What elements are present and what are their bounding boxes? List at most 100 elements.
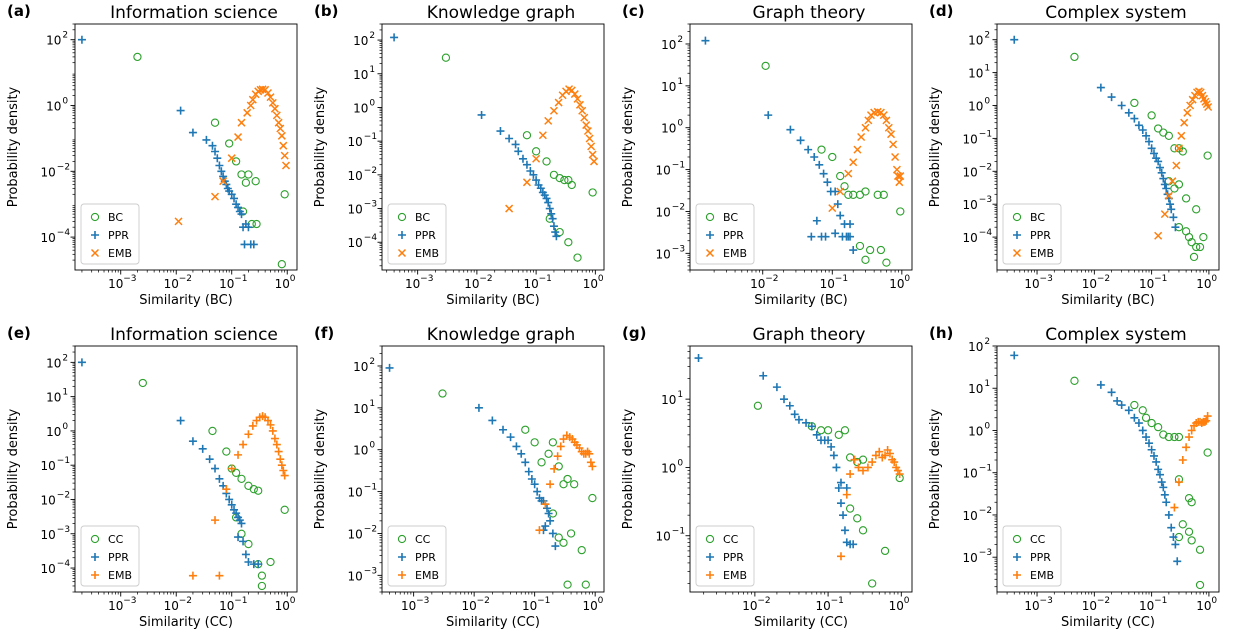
data-point-bc [1164,131,1174,140]
data-point-emb [215,571,224,580]
plot-frame [381,23,605,271]
data-point-emb [861,123,870,132]
y-tick-label: 10 [661,393,676,407]
x-tick-label: 10 [1139,277,1154,291]
y-tick-label: 10 [41,562,56,576]
data-point-cc [566,529,576,538]
data-point-emb [891,152,900,162]
data-point-ppr [815,160,824,169]
data-point-ppr [1142,433,1151,442]
data-point-ppr [1160,180,1169,189]
y-tick-exponent: −1 [979,464,992,474]
data-point-ppr [1167,523,1176,532]
y-tick-label: 10 [968,34,983,48]
data-point-bc [861,187,870,196]
data-point-ppr [505,134,514,143]
data-point-cc [1170,432,1179,442]
x-tick-exponent: −1 [1154,274,1167,284]
legend-marker [1012,212,1022,222]
y-tick-exponent: −2 [979,506,992,516]
panel-label: (f) [314,324,334,342]
data-point-emb [578,106,587,115]
data-point-emb [1187,426,1196,435]
y-tick-exponent: 2 [984,337,990,347]
data-point-ppr [701,36,710,45]
data-point-emb [1180,118,1189,127]
x-tick-exponent: −3 [1040,596,1053,606]
x-tick-exponent: −1 [1154,596,1167,606]
y-tick-exponent: −1 [57,456,70,466]
data-point-cc [1070,376,1079,385]
x-tick-exponent: 0 [1211,274,1217,284]
data-point-emb [836,187,845,196]
data-point-ppr [527,474,536,483]
data-point-emb [266,93,275,102]
data-point-bc [277,260,286,269]
data-point-bc [1070,52,1079,62]
data-point-ppr [1155,163,1164,172]
y-tick-label: 10 [46,425,61,439]
x-tick-exponent: 0 [290,274,296,284]
legend-marker [705,212,715,222]
chart-title: Complex system [1045,325,1186,345]
legend-marker [706,231,714,239]
y-tick-exponent: −2 [979,162,992,172]
data-point-emb [893,172,903,181]
data-point-ppr [1173,557,1182,566]
data-point-emb [836,552,845,561]
x-tick-label: 10 [164,599,179,613]
data-point-ppr [499,425,508,434]
legend-marker [1012,248,1022,258]
data-point-cc [530,438,539,447]
legend-marker [1012,534,1022,544]
data-point-bc [1192,242,1201,252]
x-axis-label: Similarity (CC) [1061,615,1155,630]
data-point-ppr [225,495,234,504]
data-point-emb [842,490,851,499]
data-point-emb [863,463,872,472]
data-point-ppr [839,511,848,520]
data-point-emb [589,157,599,166]
data-point-ppr [1149,149,1158,158]
data-point-ppr [232,509,241,518]
y-tick-exponent: 0 [62,96,68,106]
y-tick-label: 10 [968,99,983,113]
data-point-ppr [211,147,220,156]
legend-label: PPR [723,229,744,242]
y-tick-label: 10 [963,551,978,565]
data-point-ppr [836,499,845,508]
data-point-cc [257,571,267,580]
data-point-ppr [804,145,813,154]
data-point-emb [895,178,904,187]
legend-box [695,203,755,265]
data-point-cc [1147,418,1156,428]
legend-marker [397,212,407,222]
legend-label: PPR [415,229,436,242]
y-tick-label: 10 [656,164,671,178]
data-point-ppr [530,480,539,489]
data-point-ppr [1162,184,1171,193]
data-point-ppr [77,35,86,44]
data-point-ppr [188,437,197,446]
chart-panel-4: Complex system(d)10 −3 10 −2 10 −1 10 010 −410 −3… [928,2,1220,308]
y-tick-exponent: −3 [57,525,70,535]
y-tick-label: 10 [963,198,978,212]
data-point-ppr [536,184,545,193]
data-point-bc [244,170,253,179]
legend-box [387,203,447,265]
data-point-emb [272,111,281,120]
x-tick-exponent: −3 [123,596,136,606]
data-point-emb [582,121,591,130]
y-tick-exponent: 0 [369,441,375,451]
data-point-emb [587,142,596,151]
legend-marker [1013,571,1021,579]
x-tick-label: 10 [1139,599,1154,613]
y-tick-exponent: 1 [369,65,375,75]
data-point-emb [227,464,236,473]
data-point-ppr [846,232,855,241]
data-point-ppr [1147,144,1156,153]
data-point-cc [1138,406,1147,415]
x-tick-exponent: −2 [1097,596,1110,606]
data-point-ppr [1152,457,1161,466]
data-point-emb [846,470,855,479]
